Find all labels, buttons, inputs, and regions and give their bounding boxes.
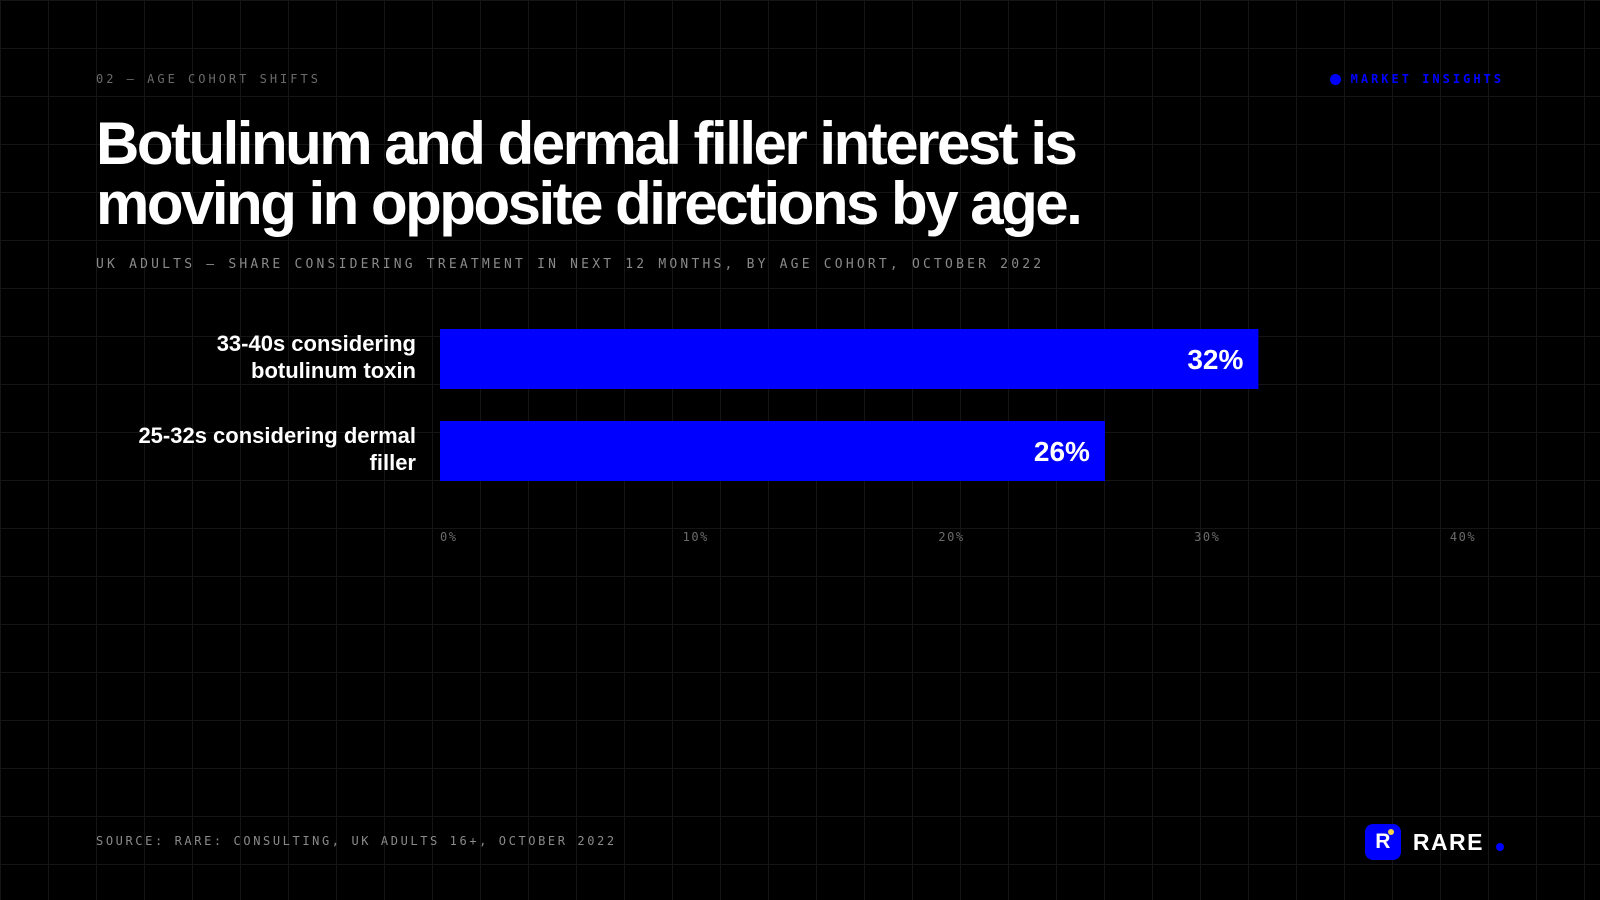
bar-2 <box>440 421 1105 481</box>
logo-mark-letter: R <box>1375 830 1391 853</box>
title-line-2: moving in opposite directions by age. <box>96 170 1083 237</box>
category-label-line: filler <box>370 450 417 475</box>
page-title: Botulinum and dermal filler interest is … <box>96 114 1246 234</box>
rare-logo: R RARE <box>1364 824 1504 860</box>
bar-value-label-1: 32% <box>1187 344 1243 375</box>
x-tick-label: 40% <box>1450 530 1476 544</box>
logo-dot-icon <box>1496 843 1504 851</box>
category-label-2: 25-32s considering dermal filler <box>138 423 416 475</box>
tag-dot-icon <box>1329 73 1341 85</box>
market-insights-tag: MARKET INSIGHTS <box>1329 72 1504 86</box>
logo-mark-icon: R <box>1364 824 1401 860</box>
x-tick-label: 30% <box>1194 530 1220 544</box>
category-label-line: 25-32s considering dermal <box>138 423 416 448</box>
bar-1 <box>440 329 1259 389</box>
title-line-1: Botulinum and dermal filler interest is <box>96 110 1078 177</box>
logo-wordmark: RARE <box>1412 828 1484 855</box>
x-tick-label: 0% <box>440 530 457 544</box>
source-note: SOURCE: RARE: CONSULTING, UK ADULTS 16+,… <box>96 834 617 848</box>
x-tick-label: 20% <box>938 530 964 544</box>
bar-value-label-2: 26% <box>1034 436 1090 467</box>
tag-label: MARKET INSIGHTS <box>1350 72 1504 86</box>
section-kicker: 02 — AGE COHORT SHIFTS <box>96 72 321 86</box>
chart-subtitle: UK ADULTS — SHARE CONSIDERING TREATMENT … <box>96 257 1045 272</box>
category-label-line: 33-40s considering <box>217 331 416 356</box>
logo-mark-spot <box>1387 829 1394 835</box>
category-label-line: botulinum toxin <box>251 358 416 383</box>
category-label-1: 33-40s considering botulinum toxin <box>217 331 416 383</box>
x-tick-label: 10% <box>683 530 709 544</box>
